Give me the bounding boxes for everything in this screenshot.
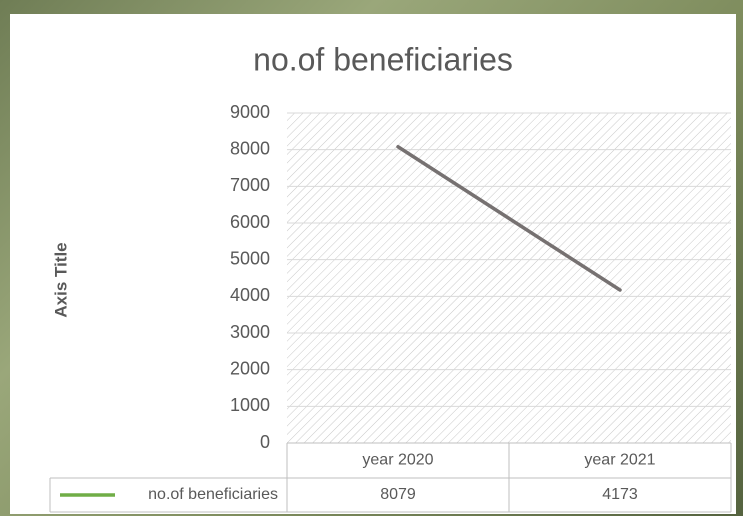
y-tick-label: 9000 [230,102,270,122]
x-tick-label: year 2021 [584,452,655,469]
y-tick-label: 0 [260,432,270,452]
y-tick-label: 7000 [230,175,270,195]
y-axis-title: Axis Title [51,242,70,317]
y-tick-label: 8000 [230,138,270,158]
chart: no.of beneficiaries Axis Title 0 1000 2000… [0,0,743,516]
legend-label: no.of beneficiaries [148,486,278,503]
y-tick-label: 2000 [230,358,270,378]
chart-title: no.of beneficiaries [253,41,513,77]
x-tick-label: year 2020 [362,452,433,469]
y-tick-label: 3000 [230,322,270,342]
data-table-value: 4173 [602,486,638,503]
y-tick-label: 1000 [230,395,270,415]
data-table-value: 8079 [380,486,416,503]
y-tick-label: 5000 [230,248,270,268]
y-tick-label: 4000 [230,285,270,305]
plot-area [287,113,731,443]
y-tick-label: 6000 [230,212,270,232]
